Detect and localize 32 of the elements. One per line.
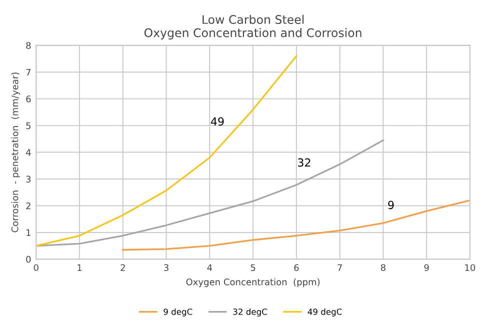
x-tick-label: 3 [164, 264, 168, 272]
annotation: 49 [210, 117, 224, 126]
x-tick-label: 8 [380, 264, 386, 272]
x-tick-label: 1 [78, 264, 82, 271]
y-tick-label: 4 [26, 149, 31, 156]
line-series [36, 139, 384, 247]
y-tick-label: 6 [26, 96, 31, 102]
y-tick-label: 1 [26, 229, 30, 236]
line-series [36, 55, 298, 247]
x-tick-label: 5 [250, 264, 256, 272]
y-tick-label: 0 [26, 256, 31, 263]
y-tick-label: 8 [26, 42, 31, 49]
annotation: 32 [298, 158, 310, 167]
x-tick-label: 4 [207, 264, 212, 271]
x-tick-label: 6 [294, 264, 299, 272]
legend-label: 32 degC [233, 308, 267, 316]
y-tick-label: 5 [26, 122, 30, 130]
y-axis-title: Corrosion - penetration (mm/year) [11, 72, 20, 232]
x-tick-label: 9 [424, 264, 429, 272]
line-series [122, 200, 470, 251]
x-tick-label: 10 [465, 264, 476, 272]
y-tick-label: 7 [26, 68, 31, 76]
x-tick-label: 2 [120, 264, 125, 271]
y-tick-label: 2 [26, 202, 30, 210]
y-tick-label: 3 [26, 176, 31, 183]
annotation: 9 [388, 200, 394, 210]
legend-label: 49 degC [308, 308, 342, 316]
chart-title: Low Carbon Steel Oxygen Concentration and Corrosion [144, 14, 362, 40]
x-tick-label: 0 [34, 264, 38, 272]
legend-label: 9 degC [164, 308, 192, 316]
x-axis-title: Oxygen Concentration (ppm) [186, 278, 320, 288]
x-tick-label: 7 [338, 264, 342, 271]
